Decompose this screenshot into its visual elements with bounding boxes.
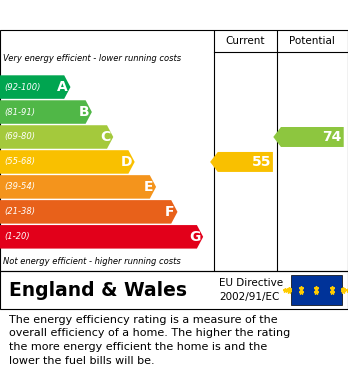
Text: A: A [57, 80, 68, 94]
Text: (92-100): (92-100) [4, 83, 41, 91]
Text: (81-91): (81-91) [4, 108, 35, 117]
Text: Current: Current [226, 36, 265, 46]
Bar [291, 275, 342, 305]
Polygon shape [0, 100, 92, 124]
Text: (1-20): (1-20) [4, 232, 30, 241]
Text: (69-80): (69-80) [4, 133, 35, 142]
Text: (55-68): (55-68) [4, 158, 35, 167]
Polygon shape [0, 200, 177, 224]
Polygon shape [0, 150, 135, 174]
Text: (39-54): (39-54) [4, 183, 35, 192]
Text: 74: 74 [323, 130, 342, 144]
Polygon shape [0, 125, 113, 149]
Polygon shape [210, 152, 273, 172]
Polygon shape [0, 225, 203, 249]
Polygon shape [0, 175, 156, 199]
Text: The energy efficiency rating is a measure of the
overall efficiency of a home. T: The energy efficiency rating is a measur… [9, 315, 290, 366]
Text: G: G [189, 230, 200, 244]
Text: England & Wales: England & Wales [9, 280, 187, 300]
Text: F: F [165, 205, 175, 219]
Text: (21-38): (21-38) [4, 207, 35, 216]
Polygon shape [273, 127, 344, 147]
Text: E: E [144, 180, 153, 194]
Text: Energy Efficiency Rating: Energy Efficiency Rating [10, 7, 232, 23]
Text: C: C [100, 130, 111, 144]
Polygon shape [0, 75, 70, 99]
Text: 55: 55 [252, 155, 271, 169]
Text: EU Directive
2002/91/EC: EU Directive 2002/91/EC [219, 278, 283, 301]
Text: Very energy efficient - lower running costs: Very energy efficient - lower running co… [3, 54, 182, 63]
Text: Potential: Potential [290, 36, 335, 46]
Text: Not energy efficient - higher running costs: Not energy efficient - higher running co… [3, 257, 181, 266]
Text: D: D [120, 155, 132, 169]
Text: B: B [78, 105, 89, 119]
